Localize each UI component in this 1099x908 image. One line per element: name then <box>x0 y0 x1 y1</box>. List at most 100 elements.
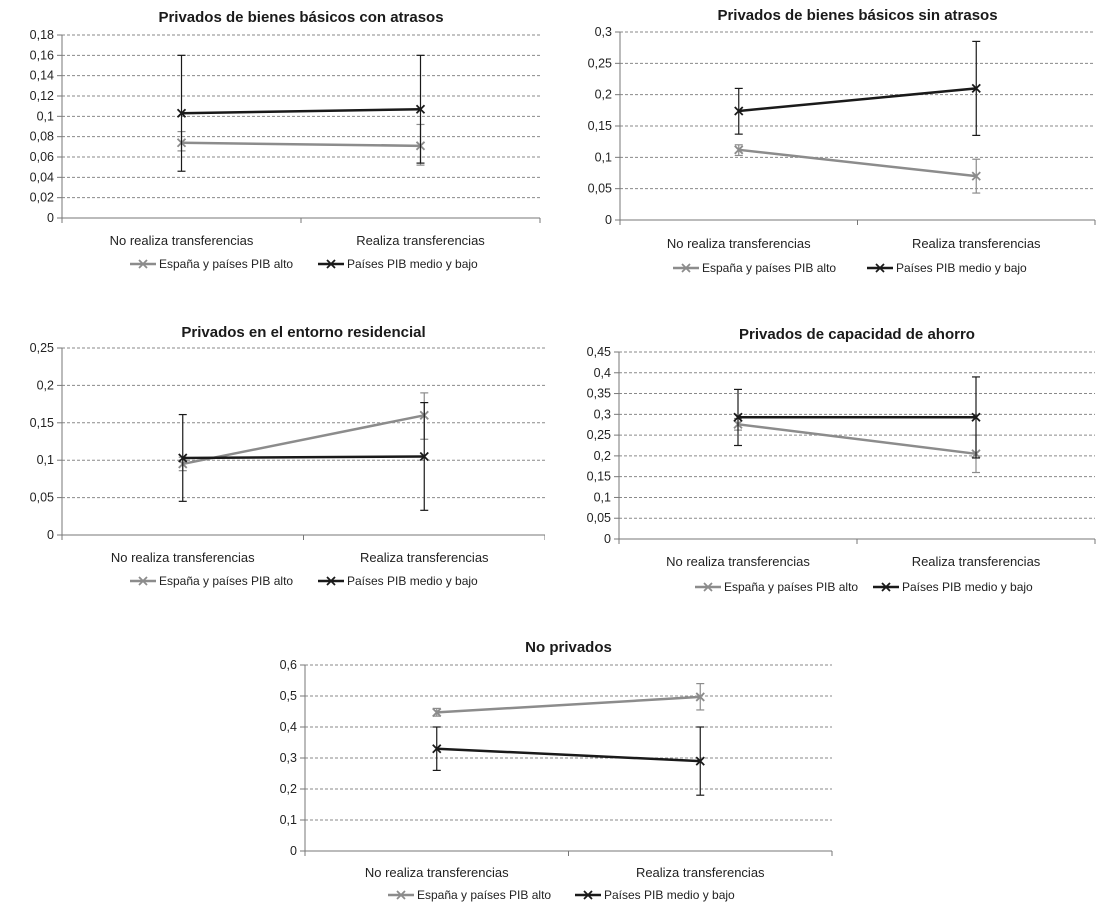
chart-svg: Privados de bienes básicos sin atrasos 0 0… <box>588 7 1096 275</box>
y-tick-label: 0,2 <box>594 449 611 463</box>
y-tick-label: 0,18 <box>30 28 54 42</box>
data-point-marker <box>971 412 981 422</box>
x-category-label: No realiza transferencias <box>110 233 254 248</box>
series-line-0 <box>738 148 977 178</box>
y-tick-label: 0,04 <box>30 170 54 184</box>
y-tick-label: 0,1 <box>37 453 54 467</box>
y-tick-label: 0,1 <box>595 150 612 164</box>
data-point-marker <box>176 108 187 118</box>
y-tick-label: 0,1 <box>37 109 54 123</box>
chart-svg: Privados de capacidad de ahorro 0 0,05 0,1 0… <box>587 326 1096 594</box>
legend-label: Países PIB medio y bajo <box>604 888 735 902</box>
legend-item: España y países PIB alto <box>695 580 858 594</box>
series-line-1 <box>738 87 977 113</box>
legend-label: España y países PIB alto <box>702 261 836 275</box>
legend-label: España y países PIB alto <box>724 580 858 594</box>
x-category-label: Realiza transferencias <box>360 550 489 565</box>
y-tick-label: 0,45 <box>587 345 611 359</box>
series-line-1 <box>182 455 425 460</box>
data-point-marker <box>695 756 705 766</box>
data-point-marker <box>734 106 744 116</box>
y-tick-label: 0,1 <box>594 490 611 504</box>
legend-label: España y países PIB alto <box>417 888 551 902</box>
legend-item: España y países PIB alto <box>388 888 551 902</box>
chart-title: Privados de capacidad de ahorro <box>739 326 975 343</box>
chart-svg: Privados de bienes básicos con atrasos 0 0… <box>30 9 541 271</box>
chart-bienes-basicos-con-atrasos: Privados de bienes básicos con atrasos 0 0… <box>0 0 545 290</box>
legend-label: Países PIB medio y bajo <box>902 580 1033 594</box>
y-tick-label: 0,06 <box>30 150 54 164</box>
chart-no-privados: No privados 0 0,1 0,2 0,3 0,4 0,5 0,6 No realiza… <box>255 628 845 908</box>
data-point-marker <box>734 145 744 155</box>
data-point-marker <box>432 707 442 718</box>
chart-bienes-basicos-sin-atrasos: Privados de bienes básicos sin atrasos 0 0… <box>555 0 1099 290</box>
legend-item: España y países PIB alto <box>130 574 293 588</box>
x-category-label: No realiza transferencias <box>666 554 810 569</box>
y-tick-label: 0,4 <box>594 366 611 380</box>
y-tick-label: 0 <box>47 211 54 225</box>
y-tick-label: 0,1 <box>280 813 297 827</box>
y-tick-label: 0,5 <box>280 689 297 703</box>
legend-label: Países PIB medio y bajo <box>347 257 478 271</box>
y-tick-label: 0 <box>605 213 612 227</box>
legend-item: Países PIB medio y bajo <box>873 580 1033 594</box>
y-tick-label: 0,14 <box>30 69 54 83</box>
legend-item: España y países PIB alto <box>673 261 836 275</box>
series-line-1 <box>181 107 421 115</box>
y-tick-label: 0,15 <box>587 470 611 484</box>
data-point-marker <box>415 104 426 114</box>
y-tick-label: 0,35 <box>587 387 611 401</box>
legend-label: Países PIB medio y bajo <box>896 261 1027 275</box>
x-category-label: Realiza transferencias <box>356 233 485 248</box>
chart-entorno-residencial: Privados en el entorno residencial 0 0,05 0… <box>0 315 545 605</box>
legend-item: Países PIB medio y bajo <box>318 574 478 588</box>
y-tick-label: 0,16 <box>30 48 54 62</box>
chart-title: Privados en el entorno residencial <box>181 324 425 341</box>
y-tick-label: 0,3 <box>280 751 297 765</box>
y-tick-label: 0,05 <box>587 511 611 525</box>
data-point-marker <box>695 692 705 702</box>
y-tick-label: 0,2 <box>37 378 54 392</box>
x-category-label: No realiza transferencias <box>111 550 255 565</box>
legend-item: Países PIB medio y bajo <box>318 257 478 271</box>
y-tick-label: 0,25 <box>588 56 612 70</box>
y-tick-label: 0,05 <box>588 182 612 196</box>
y-tick-label: 0,3 <box>595 25 612 39</box>
series-line-1 <box>436 747 701 763</box>
chart-svg: Privados en el entorno residencial 0 0,05 0… <box>30 324 545 588</box>
series-line-0 <box>737 423 977 456</box>
legend-item: España y países PIB alto <box>130 257 293 271</box>
y-tick-label: 0,08 <box>30 130 54 144</box>
y-tick-label: 0,2 <box>595 88 612 102</box>
data-point-marker <box>432 744 442 754</box>
y-tick-label: 0 <box>604 532 611 546</box>
series-line-0 <box>181 141 421 148</box>
legend-item: Países PIB medio y bajo <box>867 261 1027 275</box>
y-tick-label: 0,2 <box>280 782 297 796</box>
y-tick-label: 0,6 <box>280 658 297 672</box>
chart-title: No privados <box>525 639 612 656</box>
y-tick-label: 0,05 <box>30 491 54 505</box>
y-tick-label: 0 <box>47 528 54 542</box>
data-point-marker <box>178 453 188 463</box>
legend-label: España y países PIB alto <box>159 574 293 588</box>
chart-capacidad-de-ahorro: Privados de capacidad de ahorro 0 0,05 0,1 0… <box>555 315 1099 605</box>
x-category-label: No realiza transferencias <box>667 236 811 251</box>
x-category-label: Realiza transferencias <box>912 554 1041 569</box>
chart-title: Privados de bienes básicos sin atrasos <box>717 7 997 24</box>
legend-item: Países PIB medio y bajo <box>575 888 735 902</box>
y-tick-label: 0 <box>290 844 297 858</box>
y-tick-label: 0,02 <box>30 191 54 205</box>
data-point-marker <box>733 412 743 422</box>
data-point-marker <box>419 451 429 462</box>
y-tick-label: 0,3 <box>594 407 611 421</box>
x-category-label: Realiza transferencias <box>912 236 1041 251</box>
y-tick-label: 0,25 <box>587 428 611 442</box>
y-tick-label: 0,15 <box>588 119 612 133</box>
x-category-label: Realiza transferencias <box>636 865 765 880</box>
legend-label: España y países PIB alto <box>159 257 293 271</box>
legend-label: Países PIB medio y bajo <box>347 574 478 588</box>
chart-title: Privados de bienes básicos con atrasos <box>158 9 443 26</box>
y-tick-label: 0,15 <box>30 416 54 430</box>
y-tick-label: 0,4 <box>280 720 297 734</box>
